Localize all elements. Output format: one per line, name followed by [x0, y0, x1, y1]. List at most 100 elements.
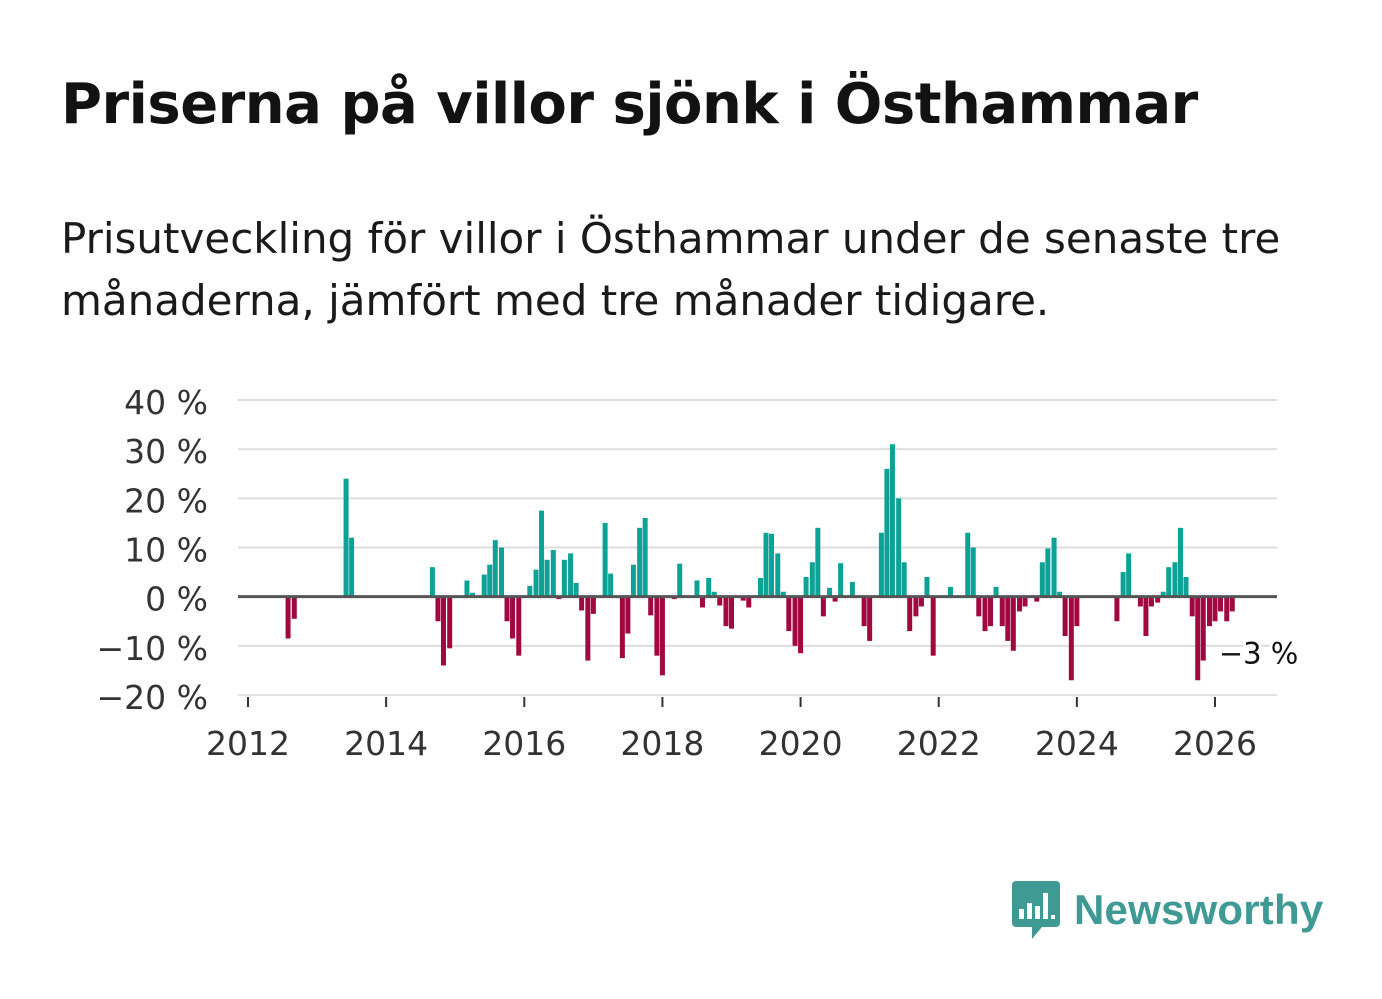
- bar-positive: [550, 549, 556, 597]
- bar-negative: [1034, 596, 1040, 602]
- gridlines: [238, 399, 1277, 696]
- y-tick-label: −10 %: [97, 629, 209, 668]
- bar-negative: [516, 596, 522, 656]
- y-tick-label: 0 %: [145, 580, 208, 619]
- bar-negative: [723, 596, 729, 627]
- bar-negative: [440, 596, 446, 666]
- bar-positive: [878, 532, 884, 597]
- bar-negative: [291, 596, 297, 619]
- bar-positive: [809, 562, 815, 597]
- newsworthy-logo-icon: [1012, 881, 1060, 939]
- y-tick-label: 30 %: [124, 432, 208, 471]
- bar-positive: [349, 537, 355, 597]
- bar-negative: [1143, 596, 1149, 636]
- bar-negative: [1017, 596, 1023, 612]
- bar-positive: [838, 563, 844, 597]
- bar-negative: [435, 596, 441, 622]
- x-tick-label: 2018: [620, 724, 704, 763]
- bar-negative: [786, 596, 792, 632]
- annotations: −3 %: [1216, 633, 1302, 673]
- bar-negative: [1155, 596, 1161, 603]
- bar-positive: [1045, 548, 1051, 597]
- bar-positive: [803, 577, 809, 597]
- bar-negative: [1022, 596, 1028, 607]
- bar-positive: [775, 553, 781, 597]
- bar-positive: [694, 580, 700, 597]
- bar-positive: [827, 587, 833, 597]
- bar-negative: [1074, 596, 1080, 627]
- x-tick-label: 2014: [344, 724, 428, 763]
- bar-negative: [1114, 596, 1120, 622]
- newsworthy-logo-text: Newsworthy: [1074, 886, 1324, 933]
- bar-positive: [815, 527, 821, 597]
- bar-negative: [820, 596, 826, 617]
- chart-subtitle: Prisutveckling för villor i Östhammar un…: [61, 214, 1281, 325]
- bar-chart: 40 % 30 % 20 % 10 % 0 % −10 % −20 % 2012 2014 201…: [97, 383, 1302, 763]
- y-tick-label: 40 %: [124, 383, 208, 422]
- bar-negative: [1212, 596, 1218, 622]
- bar-negative: [1189, 596, 1195, 617]
- bar-negative: [832, 596, 838, 602]
- bar-negative: [579, 596, 585, 611]
- bar-negative: [585, 596, 591, 661]
- x-tick-label: 2012: [206, 724, 290, 763]
- bar-positive: [608, 573, 614, 597]
- bar-positive: [602, 522, 608, 597]
- bar-positive: [498, 547, 504, 597]
- bar-positive: [947, 586, 953, 597]
- bar-negative: [699, 596, 705, 608]
- bar-positive: [1057, 591, 1063, 597]
- axes: 40 % 30 % 20 % 10 % 0 % −10 % −20 % 2012 2014 201…: [97, 383, 1277, 763]
- bars: [285, 444, 1235, 681]
- bar-positive: [769, 533, 775, 597]
- bar-positive: [481, 574, 487, 597]
- bar-negative: [619, 596, 625, 659]
- bar-positive: [527, 585, 533, 597]
- bar-negative: [976, 596, 982, 617]
- bar-positive: [492, 540, 498, 597]
- bar-positive: [429, 567, 435, 597]
- bar-negative: [659, 596, 665, 676]
- bar-positive: [677, 563, 683, 597]
- bar-positive: [539, 510, 545, 597]
- bar-negative: [918, 596, 924, 607]
- bar-positive: [469, 592, 475, 597]
- bar-positive: [533, 569, 539, 597]
- bar-positive: [970, 547, 976, 597]
- bar-positive: [630, 564, 636, 597]
- bar-negative: [285, 596, 291, 639]
- bar-negative: [907, 596, 913, 632]
- bar-positive: [1126, 553, 1132, 597]
- bar-negative: [861, 596, 867, 627]
- bar-positive: [1039, 562, 1045, 597]
- bar-negative: [999, 596, 1005, 627]
- bar-positive: [711, 591, 717, 597]
- bar-negative: [1010, 596, 1016, 651]
- bar-negative: [740, 596, 746, 601]
- bar-positive: [642, 518, 648, 597]
- bar-negative: [792, 596, 798, 646]
- bar-negative: [1229, 596, 1235, 612]
- bar-positive: [1172, 562, 1178, 597]
- bar-positive: [965, 532, 971, 597]
- bar-negative: [717, 596, 723, 606]
- bar-positive: [561, 559, 567, 597]
- bar-positive: [1120, 572, 1126, 597]
- bar-negative: [1206, 596, 1212, 627]
- y-tick-label: −20 %: [97, 678, 209, 717]
- bar-negative: [625, 596, 631, 634]
- bar-positive: [780, 591, 786, 597]
- bar-positive: [1183, 577, 1189, 597]
- bar-negative: [1148, 596, 1154, 607]
- bar-positive: [568, 553, 574, 597]
- bar-negative: [648, 596, 654, 616]
- x-tick-label: 2020: [759, 724, 843, 763]
- bar-negative: [1224, 596, 1230, 622]
- x-tick-label: 2016: [482, 724, 566, 763]
- bar-negative: [1137, 596, 1143, 607]
- bar-positive: [849, 581, 855, 597]
- newsworthy-logo[interactable]: Newsworthy: [1010, 878, 1323, 942]
- bar-positive: [1160, 591, 1166, 597]
- bar-negative: [510, 596, 516, 639]
- bar-positive: [924, 577, 930, 597]
